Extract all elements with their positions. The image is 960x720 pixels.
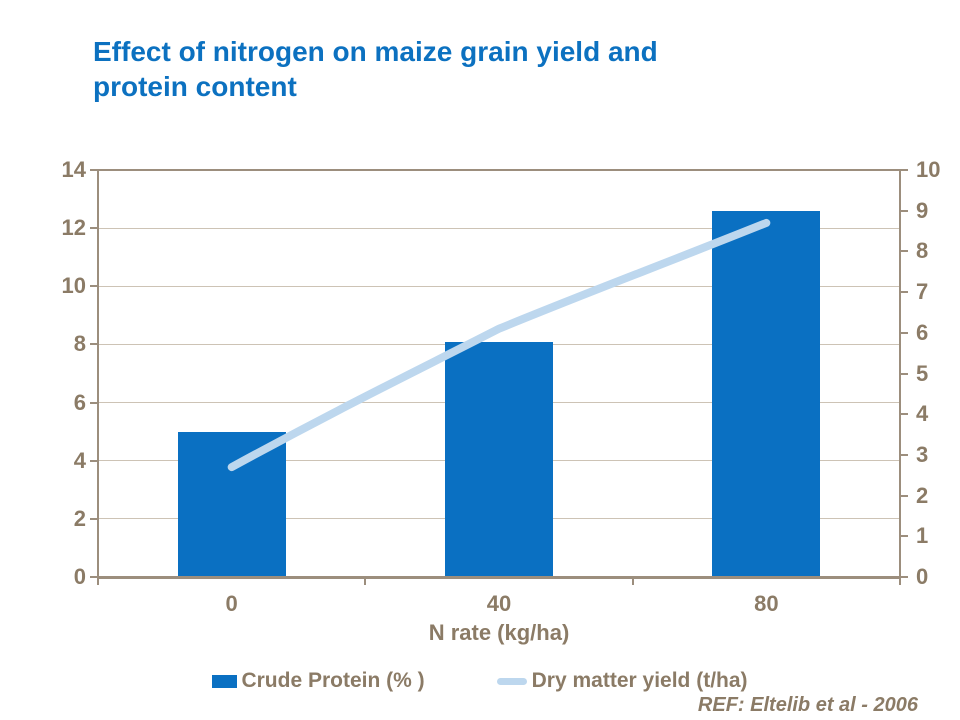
y-axis-left-line bbox=[97, 169, 99, 578]
line-series-dry-matter bbox=[227, 218, 771, 472]
y-axis-right-tick-label: 6 bbox=[916, 319, 929, 345]
y-axis-right-tick-label: 2 bbox=[916, 482, 929, 508]
y-axis-right-tick bbox=[900, 209, 908, 212]
y-axis-left-tick-label: 12 bbox=[61, 215, 86, 241]
x-axis-tick bbox=[631, 577, 634, 585]
page-title: Effect of nitrogen on maize grain yield … bbox=[93, 34, 793, 104]
y-axis-right-tick bbox=[900, 453, 908, 456]
gridline bbox=[98, 227, 900, 229]
y-axis-left-tick-label: 14 bbox=[61, 157, 86, 182]
bar-crude-protein bbox=[177, 431, 286, 576]
y-axis-left-tick bbox=[90, 576, 98, 578]
x-axis-tick bbox=[364, 577, 367, 585]
legend-item-crude-protein: Crude Protein (% ) bbox=[212, 669, 425, 693]
chart-legend: Crude Protein (% ) Dry matter yield (t/h… bbox=[0, 666, 960, 696]
legend-label-dry-matter: Dry matter yield (t/ha) bbox=[531, 669, 748, 692]
page-title-line-2: protein content bbox=[93, 71, 297, 102]
y-axis-right-tick-label: 8 bbox=[916, 238, 929, 264]
x-axis-title: N rate (kg/ha) bbox=[428, 620, 570, 645]
y-axis-left-tick-label: 6 bbox=[73, 389, 86, 415]
y-axis-left-tick-label: 0 bbox=[73, 564, 86, 589]
y-axis-left-tick-label: 10 bbox=[61, 273, 86, 299]
y-axis-right-tick-label: 4 bbox=[916, 401, 929, 427]
x-axis-category-label: 80 bbox=[754, 591, 779, 616]
x-axis-tick bbox=[97, 577, 99, 585]
y-axis-left-tick-label: 2 bbox=[73, 505, 86, 531]
reference-citation: REF: Eltelib et al - 2006 bbox=[697, 694, 918, 716]
plot-top-border bbox=[98, 169, 902, 171]
y-axis-right-tick-label: 10 bbox=[916, 157, 941, 182]
x-axis-category-label: 40 bbox=[486, 591, 512, 616]
bar-series-swatch-icon bbox=[212, 674, 238, 688]
y-axis-right-tick bbox=[900, 331, 908, 334]
y-axis-right-tick-label: 9 bbox=[916, 197, 929, 223]
y-axis-right-tick-label: 0 bbox=[916, 564, 929, 589]
y-axis-right-tick-label: 5 bbox=[916, 360, 929, 386]
page-title-line-1: Effect of nitrogen on maize grain yield … bbox=[93, 36, 658, 67]
y-axis-right-tick bbox=[900, 169, 908, 171]
line-series-swatch-icon bbox=[496, 677, 527, 685]
y-axis-left-tick bbox=[90, 169, 98, 171]
y-axis-right-tick bbox=[900, 372, 908, 375]
y-axis-left-tick-label: 8 bbox=[73, 331, 86, 357]
y-axis-right-tick-label: 3 bbox=[916, 441, 929, 467]
y-axis-left-tick bbox=[90, 227, 98, 230]
bar-crude-protein bbox=[445, 341, 553, 576]
y-axis-right-tick bbox=[900, 291, 908, 294]
y-axis-right-tick-label: 1 bbox=[916, 523, 929, 549]
y-axis-left-tick bbox=[90, 401, 98, 404]
y-axis-right-tick bbox=[900, 250, 908, 253]
x-axis-category-label: 0 bbox=[225, 591, 238, 616]
x-axis-tick bbox=[899, 577, 901, 585]
y-axis-right-tick-label: 7 bbox=[916, 279, 929, 305]
y-axis-left-tick bbox=[90, 459, 98, 462]
legend-label-crude-protein: Crude Protein (% ) bbox=[241, 669, 425, 692]
y-axis-left-tick bbox=[90, 285, 98, 288]
y-axis-right-tick bbox=[900, 494, 908, 497]
gridline bbox=[98, 285, 900, 287]
y-axis-left-tick bbox=[90, 343, 98, 346]
x-axis-line bbox=[97, 576, 901, 579]
y-axis-right-tick bbox=[900, 413, 908, 416]
y-axis-left-tick-label: 4 bbox=[73, 447, 86, 473]
y-axis-right-tick bbox=[900, 535, 908, 538]
y-axis-left-tick bbox=[90, 517, 98, 520]
legend-item-dry-matter: Dry matter yield (t/ha) bbox=[496, 669, 748, 693]
bar-crude-protein bbox=[712, 210, 821, 576]
y-axis-right-tick bbox=[900, 576, 908, 578]
